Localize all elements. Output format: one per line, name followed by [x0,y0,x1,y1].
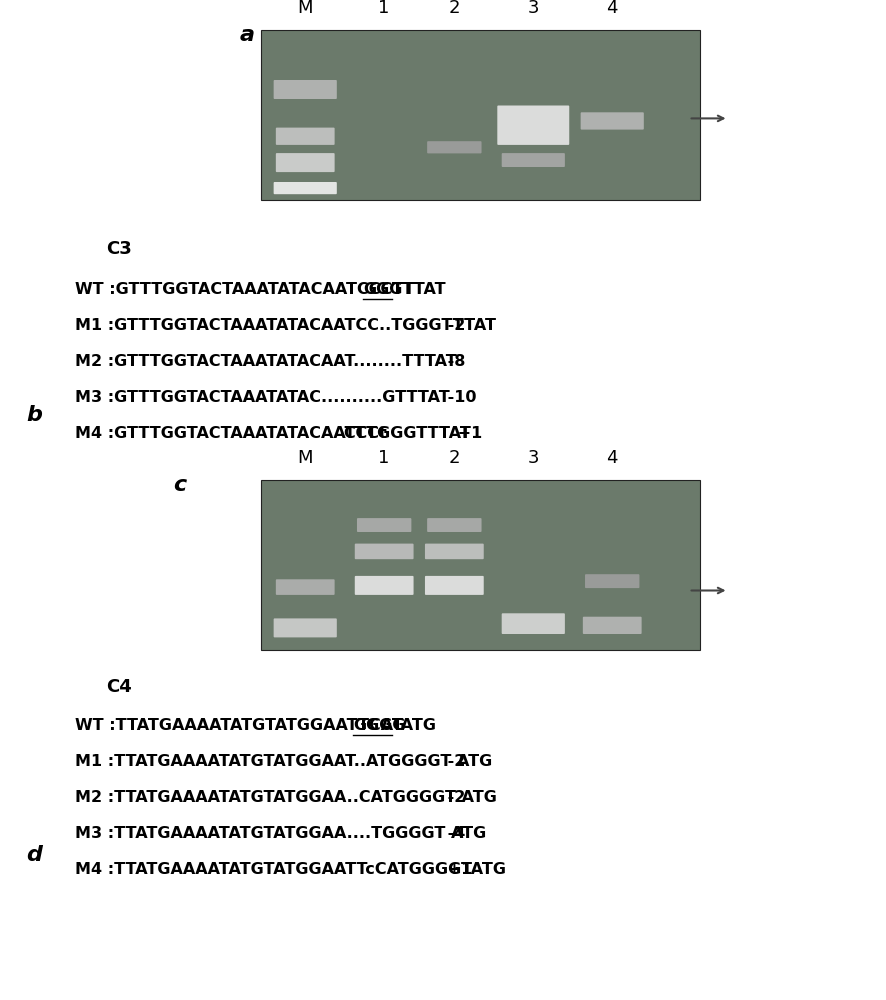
FancyBboxPatch shape [354,576,414,595]
Text: GGGG: GGGG [354,718,406,733]
FancyBboxPatch shape [276,128,335,145]
Text: M1 :TTATGAAAATATGTATGGAAT..ATGGGGT ATG: M1 :TTATGAAAATATGTATGGAAT..ATGGGGT ATG [75,754,493,769]
FancyBboxPatch shape [276,153,335,172]
Text: M4 :GTTTGGTACTAAATATACAATCCt: M4 :GTTTGGTACTAAATATACAATCCt [75,426,387,441]
FancyBboxPatch shape [497,105,570,145]
Text: 2: 2 [448,0,460,17]
Text: WT :TTATGAAAATATGTATGGAATTCAT: WT :TTATGAAAATATGTATGGAATTCAT [75,718,403,733]
Text: CTTGGGTTTAT: CTTGGGTTTAT [344,426,471,441]
FancyBboxPatch shape [585,574,640,588]
FancyBboxPatch shape [276,579,335,595]
Text: 4: 4 [607,0,618,17]
Text: 2: 2 [448,449,460,467]
Text: -2: -2 [442,790,466,805]
FancyBboxPatch shape [501,613,565,634]
FancyBboxPatch shape [580,112,644,130]
Text: -2: -2 [442,318,466,333]
FancyBboxPatch shape [583,617,641,634]
Text: C4: C4 [106,678,132,696]
Text: +1: +1 [442,862,472,877]
Text: +1: +1 [452,426,482,441]
Text: WT :GTTTGGTACTAAATATACAATCCCTT: WT :GTTTGGTACTAAATATACAATCCCTT [75,282,415,297]
Text: -10: -10 [442,390,477,405]
Text: M: M [298,449,313,467]
Text: M4 :TTATGAAAATATGTATGGAATTcCATGGGGTATG: M4 :TTATGAAAATATGTATGGAATTcCATGGGGTATG [75,862,506,877]
FancyBboxPatch shape [274,182,337,194]
Text: 1: 1 [378,449,390,467]
Text: TATG: TATG [392,718,437,733]
Text: b: b [27,405,43,425]
Text: 3: 3 [527,449,539,467]
Text: c: c [173,475,186,495]
FancyBboxPatch shape [425,576,484,595]
Text: GGG: GGG [362,282,402,297]
FancyBboxPatch shape [427,518,481,532]
FancyBboxPatch shape [427,141,481,153]
Text: M2 :TTATGAAAATATGTATGGAA..CATGGGGT ATG: M2 :TTATGAAAATATGTATGGAA..CATGGGGT ATG [75,790,497,805]
FancyBboxPatch shape [274,80,337,99]
Text: d: d [27,845,43,865]
Text: M1 :GTTTGGTACTAAATATACAATCC..TGGGTTTAT: M1 :GTTTGGTACTAAATATACAATCC..TGGGTTTAT [75,318,496,333]
FancyBboxPatch shape [357,518,411,532]
Text: TTTAT: TTTAT [392,282,447,297]
Text: M3 :GTTTGGTACTAAATATAC..........GTTTAT: M3 :GTTTGGTACTAAATATAC..........GTTTAT [75,390,450,405]
FancyBboxPatch shape [354,544,414,559]
Text: M2 :GTTTGGTACTAAATATACAAT........TTTAT: M2 :GTTTGGTACTAAATATACAAT........TTTAT [75,354,457,369]
Text: -4: -4 [442,826,466,841]
FancyBboxPatch shape [274,618,337,637]
Bar [261,30,700,200]
Text: 1: 1 [378,0,390,17]
Text: a: a [239,25,254,45]
Text: M3 :TTATGAAAATATGTATGGAA....TGGGGT ATG: M3 :TTATGAAAATATGTATGGAA....TGGGGT ATG [75,826,486,841]
FancyBboxPatch shape [425,544,484,559]
Text: -2: -2 [442,754,466,769]
Text: 3: 3 [527,0,539,17]
Text: M: M [298,0,313,17]
Text: -8: -8 [442,354,466,369]
Text: 4: 4 [607,449,618,467]
FancyBboxPatch shape [501,153,565,167]
Text: C3: C3 [106,240,132,258]
Bar [261,480,700,650]
